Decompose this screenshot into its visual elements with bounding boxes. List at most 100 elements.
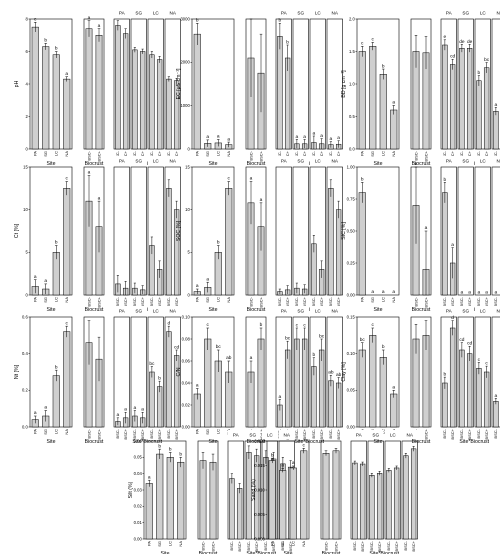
- facet-tick-label: BSC+: [123, 428, 128, 439]
- site-tick-label: SG: [280, 541, 285, 547]
- facet-tick-label: BSC-: [403, 540, 408, 550]
- facet-tick-label: BSC-: [277, 296, 282, 306]
- y-tick-label: 3000: [180, 16, 190, 21]
- y-tick-label: 0.6: [22, 314, 28, 319]
- facet-strip-label: PA: [356, 433, 363, 438]
- y-tick-label: 8: [25, 16, 28, 21]
- facet-tick-label: BSC-: [352, 540, 357, 550]
- y-axis-label: pH: [14, 80, 20, 87]
- site-tick-label: LC: [216, 151, 221, 156]
- y-tick-label: 15: [23, 164, 28, 169]
- biocrust-axis-title: Biocrust: [85, 439, 104, 445]
- facet-strip-label: SG: [135, 159, 142, 164]
- y-tick-label: 0.50: [347, 228, 356, 233]
- site-tick-label: NA: [226, 151, 231, 157]
- facet-frame: [292, 18, 309, 150]
- facet-tick-label: BSC-: [277, 150, 282, 160]
- facet-strip-label: LC: [153, 159, 160, 164]
- significance-letter: ab: [226, 355, 232, 361]
- significance-letter: a: [88, 16, 91, 21]
- facet-strip-label: SG: [249, 433, 256, 438]
- facet-tick-label: BSC-: [149, 296, 154, 306]
- site-bar: [358, 51, 366, 150]
- site-plot-frame: [29, 316, 73, 428]
- facet-strip-label: PA: [281, 309, 288, 314]
- facet-bar: [156, 386, 163, 428]
- significance-letter: a: [320, 134, 323, 139]
- facet-bar: [318, 349, 325, 428]
- facet-frame: [350, 440, 367, 540]
- facet-strip: [441, 156, 457, 165]
- biocrust-tick-label: BSC+: [333, 540, 338, 551]
- site-biocrust-axis-title: Site*Biocrust: [294, 307, 324, 313]
- facet-strip: [262, 430, 278, 439]
- facet-strip: [276, 156, 292, 165]
- facet-bar: [132, 49, 138, 150]
- facet-strip-label: LC: [153, 309, 160, 314]
- facet-tick-label: BSC+: [319, 428, 324, 439]
- biocrust-bar: [209, 461, 217, 540]
- site-tick-label: NA: [301, 541, 306, 547]
- facet-frame: [309, 18, 326, 150]
- facet-strip: [351, 430, 367, 439]
- panel-8: C/N0.000.020.040.060.080.10aPAcSGbcLCabN…: [176, 306, 343, 445]
- significance-letter: cd: [467, 341, 472, 347]
- facet-bar: [263, 457, 269, 540]
- biocrust-bar: [95, 35, 103, 150]
- facet-frame: [227, 440, 244, 540]
- facet-strip: [492, 306, 500, 315]
- y-tick-label: 0.00: [347, 424, 356, 429]
- facet-bar: [335, 382, 342, 428]
- facet-strip-label: SG: [372, 433, 379, 438]
- site-tick-label: SG: [205, 297, 210, 303]
- significance-letter: b: [444, 372, 447, 378]
- significance-letter: a: [34, 411, 37, 416]
- facet-bar: [277, 36, 283, 150]
- site-tick-label: NA: [391, 297, 396, 303]
- significance-letter: c: [66, 321, 69, 326]
- site-bar: [156, 453, 164, 540]
- y-tick-label: 0.03: [134, 487, 143, 492]
- facet-strip: [293, 8, 309, 17]
- facet-strip-label: NA: [497, 11, 500, 16]
- facet-frame: [474, 316, 491, 428]
- site-tick-label: NA: [178, 541, 183, 547]
- facet-bar: [294, 338, 300, 428]
- site-plot-frame: [191, 18, 235, 150]
- facet-bar: [284, 57, 291, 150]
- facet-bar: [483, 67, 490, 150]
- facet-tick-label: BSC+: [285, 150, 290, 161]
- facet-strip: [310, 156, 326, 165]
- y-tick-label: 0.00: [347, 292, 356, 297]
- significance-letter: a: [392, 386, 395, 391]
- facet-frame: [474, 166, 491, 296]
- facet-frame: [326, 18, 343, 150]
- facet-tick-label: BSC+: [377, 540, 382, 551]
- facet-tick-label: BSC-: [328, 296, 333, 306]
- facet-strip-label: PA: [446, 159, 453, 164]
- facet-strip-label: SG: [462, 159, 469, 164]
- site-axis-title: Site: [161, 551, 170, 554]
- biocrust-plot-frame: [245, 166, 267, 296]
- facet-tick-label: BSC-: [476, 150, 481, 160]
- y-tick-label: 0: [25, 292, 28, 297]
- significance-letter: c: [303, 444, 306, 449]
- facet-bar: [166, 78, 172, 150]
- significance-letter: a: [98, 196, 101, 201]
- facet-frame: [292, 166, 309, 296]
- site-tick-label: SG: [43, 297, 48, 303]
- site-tick-label: SG: [370, 151, 375, 157]
- significance-letter: a: [451, 243, 454, 248]
- site-tick-label: PA: [33, 151, 38, 156]
- facet-frame: [367, 440, 384, 540]
- facet-strip: [148, 8, 164, 17]
- significance-letter: a: [44, 406, 47, 411]
- facet-bar: [493, 401, 499, 428]
- y-axis-label: Clay [%]: [341, 362, 347, 382]
- facet-frame: [113, 18, 130, 150]
- significance-letter: a: [313, 131, 316, 136]
- significance-letter: d: [168, 321, 171, 327]
- facet-strip: [131, 306, 147, 315]
- biocrust-plot-frame: [410, 316, 432, 428]
- facet-tick-label: BSC-: [442, 150, 447, 160]
